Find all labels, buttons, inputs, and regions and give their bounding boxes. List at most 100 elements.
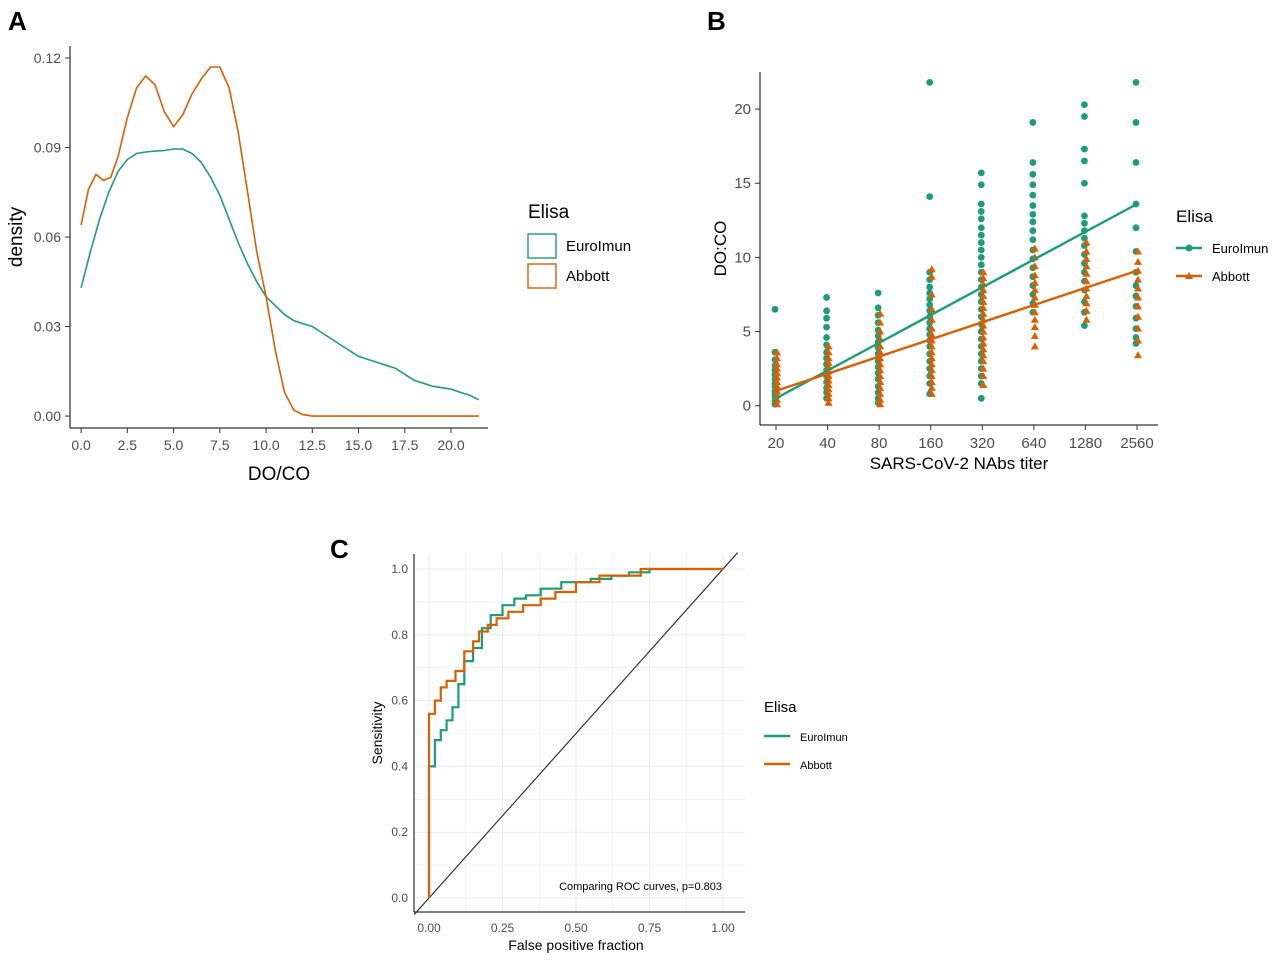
point-euroimun <box>1081 219 1088 227</box>
y-axis-title: DO:CO <box>711 221 730 277</box>
x-tick-label: 0.25 <box>491 921 515 935</box>
y-tick-label: 0.2 <box>391 825 408 839</box>
legend-title: Elisa <box>1176 207 1213 226</box>
point-abbott <box>927 315 936 323</box>
legend-label-euroimun: EuroImun <box>566 238 631 255</box>
point-abbott <box>773 360 781 368</box>
roc-curve-abbott <box>427 567 723 898</box>
point-euroimun <box>1081 157 1088 165</box>
point-abbott <box>979 333 988 341</box>
point-euroimun <box>1029 218 1037 226</box>
x-tick-label: 40 <box>819 435 836 452</box>
x-tick-label: 10.0 <box>252 437 279 453</box>
legend-marker-euroimun <box>1185 244 1193 252</box>
x-tick-label: 5.0 <box>164 437 184 453</box>
point-euroimun <box>1081 145 1088 153</box>
point-abbott <box>824 389 833 397</box>
point-euroimun <box>823 307 830 315</box>
point-abbott <box>1134 351 1142 359</box>
x-axis-title: DO/CO <box>248 464 310 485</box>
point-abbott <box>979 357 988 365</box>
point-abbott <box>876 366 885 374</box>
point-euroimun <box>823 334 830 341</box>
point-euroimun <box>1029 227 1037 235</box>
point-abbott <box>1082 277 1091 285</box>
point-abbott <box>1030 278 1039 286</box>
point-abbott <box>1082 262 1091 270</box>
point-abbott <box>927 377 936 385</box>
point-abbott <box>1030 271 1039 279</box>
point-abbott <box>927 305 936 313</box>
point-euroimun <box>1132 159 1140 166</box>
point-euroimun <box>977 253 985 261</box>
point-euroimun <box>977 394 985 402</box>
point-abbott <box>927 383 936 391</box>
x-tick-label: 640 <box>1021 435 1046 452</box>
point-abbott <box>1030 315 1039 323</box>
point-abbott <box>773 364 781 372</box>
legend-title: Elisa <box>528 202 570 223</box>
point-euroimun <box>1029 159 1037 166</box>
legend-title: Elisa <box>764 699 797 716</box>
x-axis-title: False positive fraction <box>508 937 643 953</box>
point-abbott <box>979 339 988 347</box>
point-euroimun <box>926 283 934 291</box>
y-axis-title: Sensitivity <box>369 701 385 764</box>
y-tick-label: 10 <box>734 249 751 266</box>
y-tick-label: 0.03 <box>34 319 61 335</box>
point-abbott <box>1134 324 1142 332</box>
roc-plot: 0.00 0.25 0.50 0.75 1.00 0.0 0.2 0.4 0.6 0.8 1.0 Fa… <box>369 552 848 953</box>
point-abbott <box>1134 312 1142 320</box>
point-abbott <box>927 330 936 338</box>
titer-scatter-plot: 20 40 80 160 320 640 1280 2560 0 5 10 15 20 SARS-CoV-… <box>711 72 1268 473</box>
x-tick-label: 15.0 <box>345 437 372 453</box>
point-abbott <box>824 380 833 388</box>
point-abbott <box>773 354 781 362</box>
point-abbott <box>927 265 936 273</box>
point-abbott <box>824 376 833 384</box>
point-abbott <box>876 372 885 380</box>
point-abbott <box>876 395 885 403</box>
point-abbott <box>876 318 885 326</box>
point-abbott <box>773 373 781 381</box>
point-euroimun <box>1029 170 1037 178</box>
point-euroimun <box>823 323 830 331</box>
point-euroimun <box>1132 224 1140 232</box>
x-tick-label: 160 <box>918 435 943 452</box>
point-euroimun <box>977 169 985 177</box>
point-euroimun <box>1029 202 1037 209</box>
point-abbott <box>1082 315 1091 323</box>
point-abbott <box>1030 244 1039 252</box>
legend-label-abbott: Abbott <box>1212 269 1250 284</box>
trend-line-abbott <box>775 269 1138 393</box>
point-abbott <box>979 297 988 305</box>
point-euroimun <box>1029 191 1037 199</box>
point-abbott <box>1134 257 1142 265</box>
point-abbott <box>927 348 936 356</box>
point-euroimun <box>823 294 830 301</box>
x-tick-label: 1.00 <box>711 921 735 935</box>
point-abbott <box>1030 342 1039 350</box>
y-tick-label: 0.00 <box>34 408 61 424</box>
y-tick-label: 15 <box>734 175 751 192</box>
y-tick-label: 20 <box>734 101 751 118</box>
y-tick-label: 1.0 <box>391 562 408 576</box>
point-abbott <box>1082 291 1091 299</box>
legend-label-abbott: Abbott <box>800 760 832 772</box>
point-euroimun <box>823 314 830 322</box>
point-abbott <box>1082 299 1091 307</box>
point-abbott <box>979 372 988 380</box>
point-euroimun <box>874 289 882 297</box>
point-euroimun <box>977 200 985 208</box>
x-tick-label: 0.00 <box>417 921 441 935</box>
point-abbott <box>876 342 885 350</box>
point-euroimun <box>1081 322 1088 330</box>
y-tick-label: 0.06 <box>34 229 61 245</box>
y-tick-label: 0.8 <box>391 628 408 642</box>
point-abbott <box>773 395 781 403</box>
point-abbott <box>1134 302 1142 310</box>
point-abbott <box>927 290 936 298</box>
y-tick-label: 0.12 <box>34 50 61 66</box>
density-curve-euroimun <box>80 148 480 401</box>
